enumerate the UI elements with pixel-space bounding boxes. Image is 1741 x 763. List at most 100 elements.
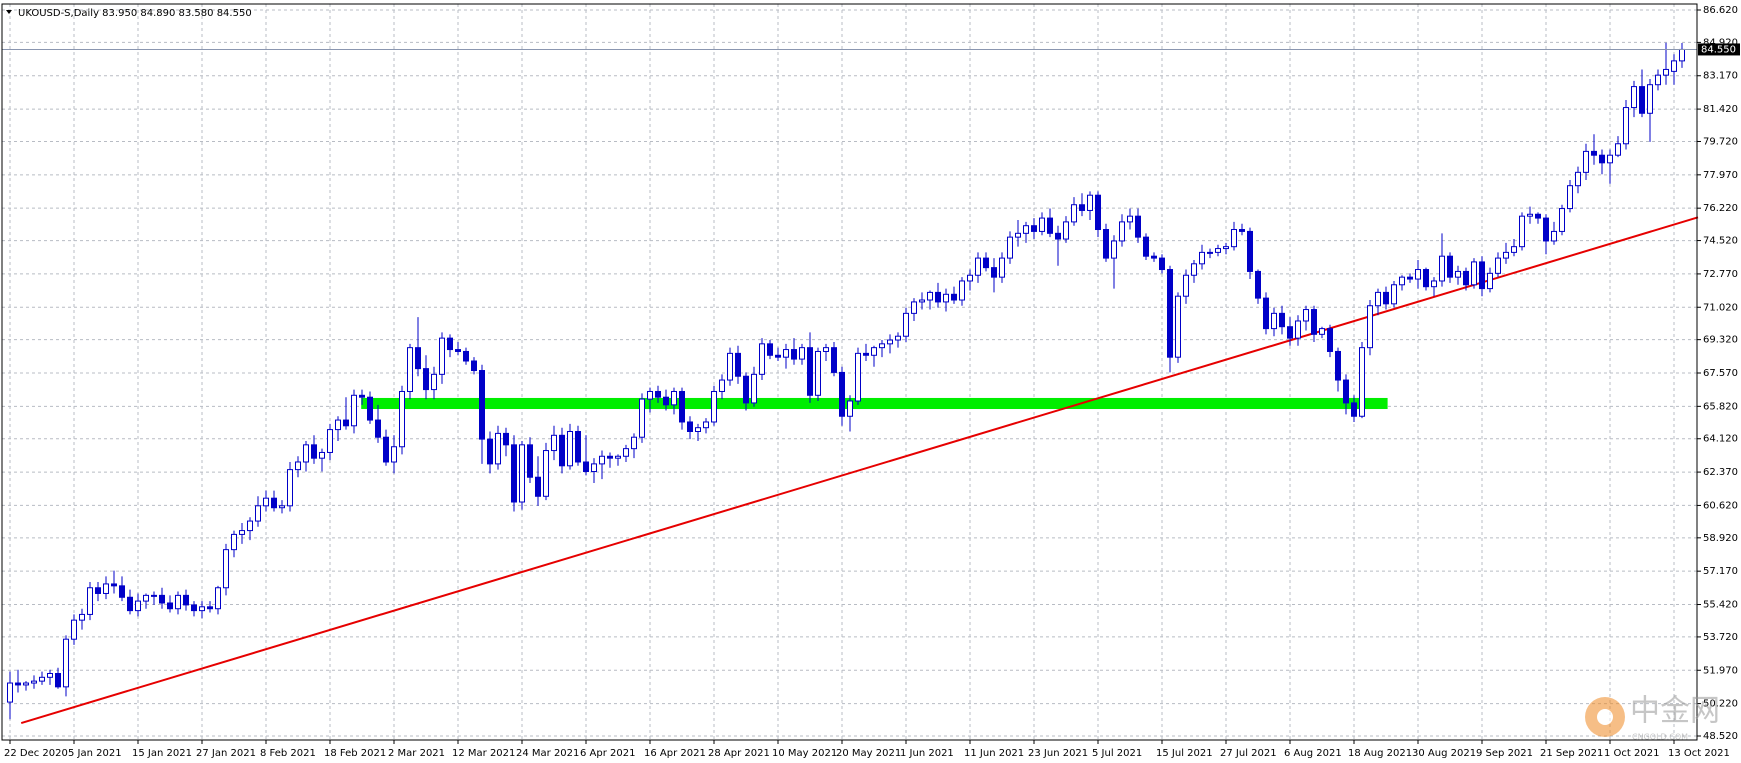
price-marker xyxy=(1698,43,1740,56)
candle-body-down xyxy=(1255,270,1261,299)
x-tick-label: 21 Sep 2021 xyxy=(1540,748,1603,759)
candle-body-up xyxy=(1111,240,1117,259)
candle-body-down xyxy=(951,293,957,301)
candle-body-down xyxy=(775,354,781,358)
candle-body-down xyxy=(983,257,989,269)
candle-body-down xyxy=(1167,269,1173,358)
x-tick-label: 6 Aug 2021 xyxy=(1284,748,1342,759)
candle-body-up xyxy=(799,347,805,360)
candle-body-up xyxy=(1455,270,1461,278)
y-tick-label: 77.970 xyxy=(1703,170,1738,181)
candle-body-up xyxy=(591,463,597,473)
candle-body-up xyxy=(351,394,357,427)
candle-body-down xyxy=(367,396,373,421)
candle-body-up xyxy=(1303,309,1309,322)
y-tick-label: 53.720 xyxy=(1703,632,1738,643)
candle-body-up xyxy=(639,398,645,438)
x-tick-label: 11 Jun 2021 xyxy=(964,748,1024,759)
price-marker-label: 84.550 xyxy=(1701,44,1736,55)
candle-body-up xyxy=(1119,221,1125,242)
candle-body-up xyxy=(1015,232,1021,238)
candle-body-up xyxy=(39,676,45,682)
x-tick-label: 10 May 2021 xyxy=(772,748,837,759)
candle-body-down xyxy=(1311,309,1317,335)
candle-body-up xyxy=(1271,312,1277,330)
candle-body-up xyxy=(1439,255,1445,282)
candle-body-down xyxy=(1351,402,1357,417)
x-tick-label: 15 Jan 2021 xyxy=(132,748,192,759)
candle-body-down xyxy=(1343,379,1349,404)
candle-body-up xyxy=(855,352,861,402)
candle-body-down xyxy=(807,347,813,396)
candle-body-up xyxy=(255,505,261,522)
x-tick-label: 23 Jun 2021 xyxy=(1028,748,1088,759)
candle-body-down xyxy=(991,267,997,278)
candle-body-up xyxy=(1375,291,1381,307)
candle-body-down xyxy=(1279,312,1285,328)
candle-body-up xyxy=(31,680,37,684)
candle-body-down xyxy=(679,390,685,423)
x-tick-label: 1 Oct 2021 xyxy=(1604,748,1659,759)
y-tick-label: 72.770 xyxy=(1703,269,1738,280)
candle-body-down xyxy=(119,585,125,598)
candle-body-up xyxy=(279,505,285,509)
candle-body-up xyxy=(319,451,325,459)
candle-body-down xyxy=(1463,270,1469,286)
watermark-site: CNGOLD.COM xyxy=(1632,733,1688,742)
candle-body-down xyxy=(1239,229,1245,232)
x-tick-label: 13 Oct 2021 xyxy=(1668,748,1730,759)
y-tick-label: 51.970 xyxy=(1703,665,1738,676)
candle-body-down xyxy=(743,375,749,404)
x-tick-label: 28 Apr 2021 xyxy=(708,748,770,759)
candle-body-down xyxy=(447,337,453,351)
candle-body-up xyxy=(7,682,13,703)
y-tick-label: 57.170 xyxy=(1703,566,1738,577)
candle-body-up xyxy=(215,587,221,610)
candle-body-up xyxy=(247,520,253,532)
candle-body-down xyxy=(1543,217,1549,242)
y-tick-label: 84.920 xyxy=(1703,37,1738,48)
candle-body-up xyxy=(695,427,701,432)
menu-triangle xyxy=(6,10,12,14)
candle-body-up xyxy=(999,257,1005,278)
candle-body-up xyxy=(975,257,981,276)
candle-body-up xyxy=(887,339,893,345)
candle-body-down xyxy=(503,432,509,446)
candle-body-down xyxy=(383,436,389,463)
candle-body-down xyxy=(415,347,421,370)
candle-body-down xyxy=(479,370,485,440)
x-tick-label: 8 Feb 2021 xyxy=(260,748,316,759)
y-tick-label: 65.820 xyxy=(1703,401,1738,412)
candle-body-up xyxy=(1367,305,1373,349)
candle-body-down xyxy=(1103,229,1109,259)
candle-body-down xyxy=(15,682,21,686)
candle-body-down xyxy=(1247,230,1253,272)
y-tick-label: 50.220 xyxy=(1703,699,1738,710)
y-tick-label: 48.520 xyxy=(1703,731,1738,742)
candle-body-up xyxy=(895,335,901,341)
candle-body-down xyxy=(159,594,165,604)
candle-body-down xyxy=(527,444,533,478)
candle-body-up xyxy=(919,299,925,303)
candle-body-down xyxy=(535,476,541,497)
candle-body-up xyxy=(399,390,405,448)
candle-body-down xyxy=(655,390,661,398)
candle-body-down xyxy=(1335,350,1341,381)
y-tick-label: 71.020 xyxy=(1703,302,1738,313)
x-tick-label: 6 Apr 2021 xyxy=(580,748,635,759)
y-tick-label: 58.920 xyxy=(1703,533,1738,544)
candle-body-up xyxy=(335,419,341,431)
candle-body-up xyxy=(751,373,757,404)
candle-body-up xyxy=(287,469,293,507)
candle-body-up xyxy=(23,682,29,686)
candle-body-up xyxy=(1319,328,1325,335)
candle-body-down xyxy=(1423,269,1429,288)
candle-body-down xyxy=(1447,255,1453,278)
candle-body-down xyxy=(463,350,469,362)
candle-body-down xyxy=(559,434,565,467)
candle-body-up xyxy=(647,390,653,400)
candle-body-up xyxy=(439,337,445,375)
candle-body-up xyxy=(47,672,53,678)
y-tick-label: 79.720 xyxy=(1703,136,1738,147)
candle-body-down xyxy=(1535,213,1541,219)
